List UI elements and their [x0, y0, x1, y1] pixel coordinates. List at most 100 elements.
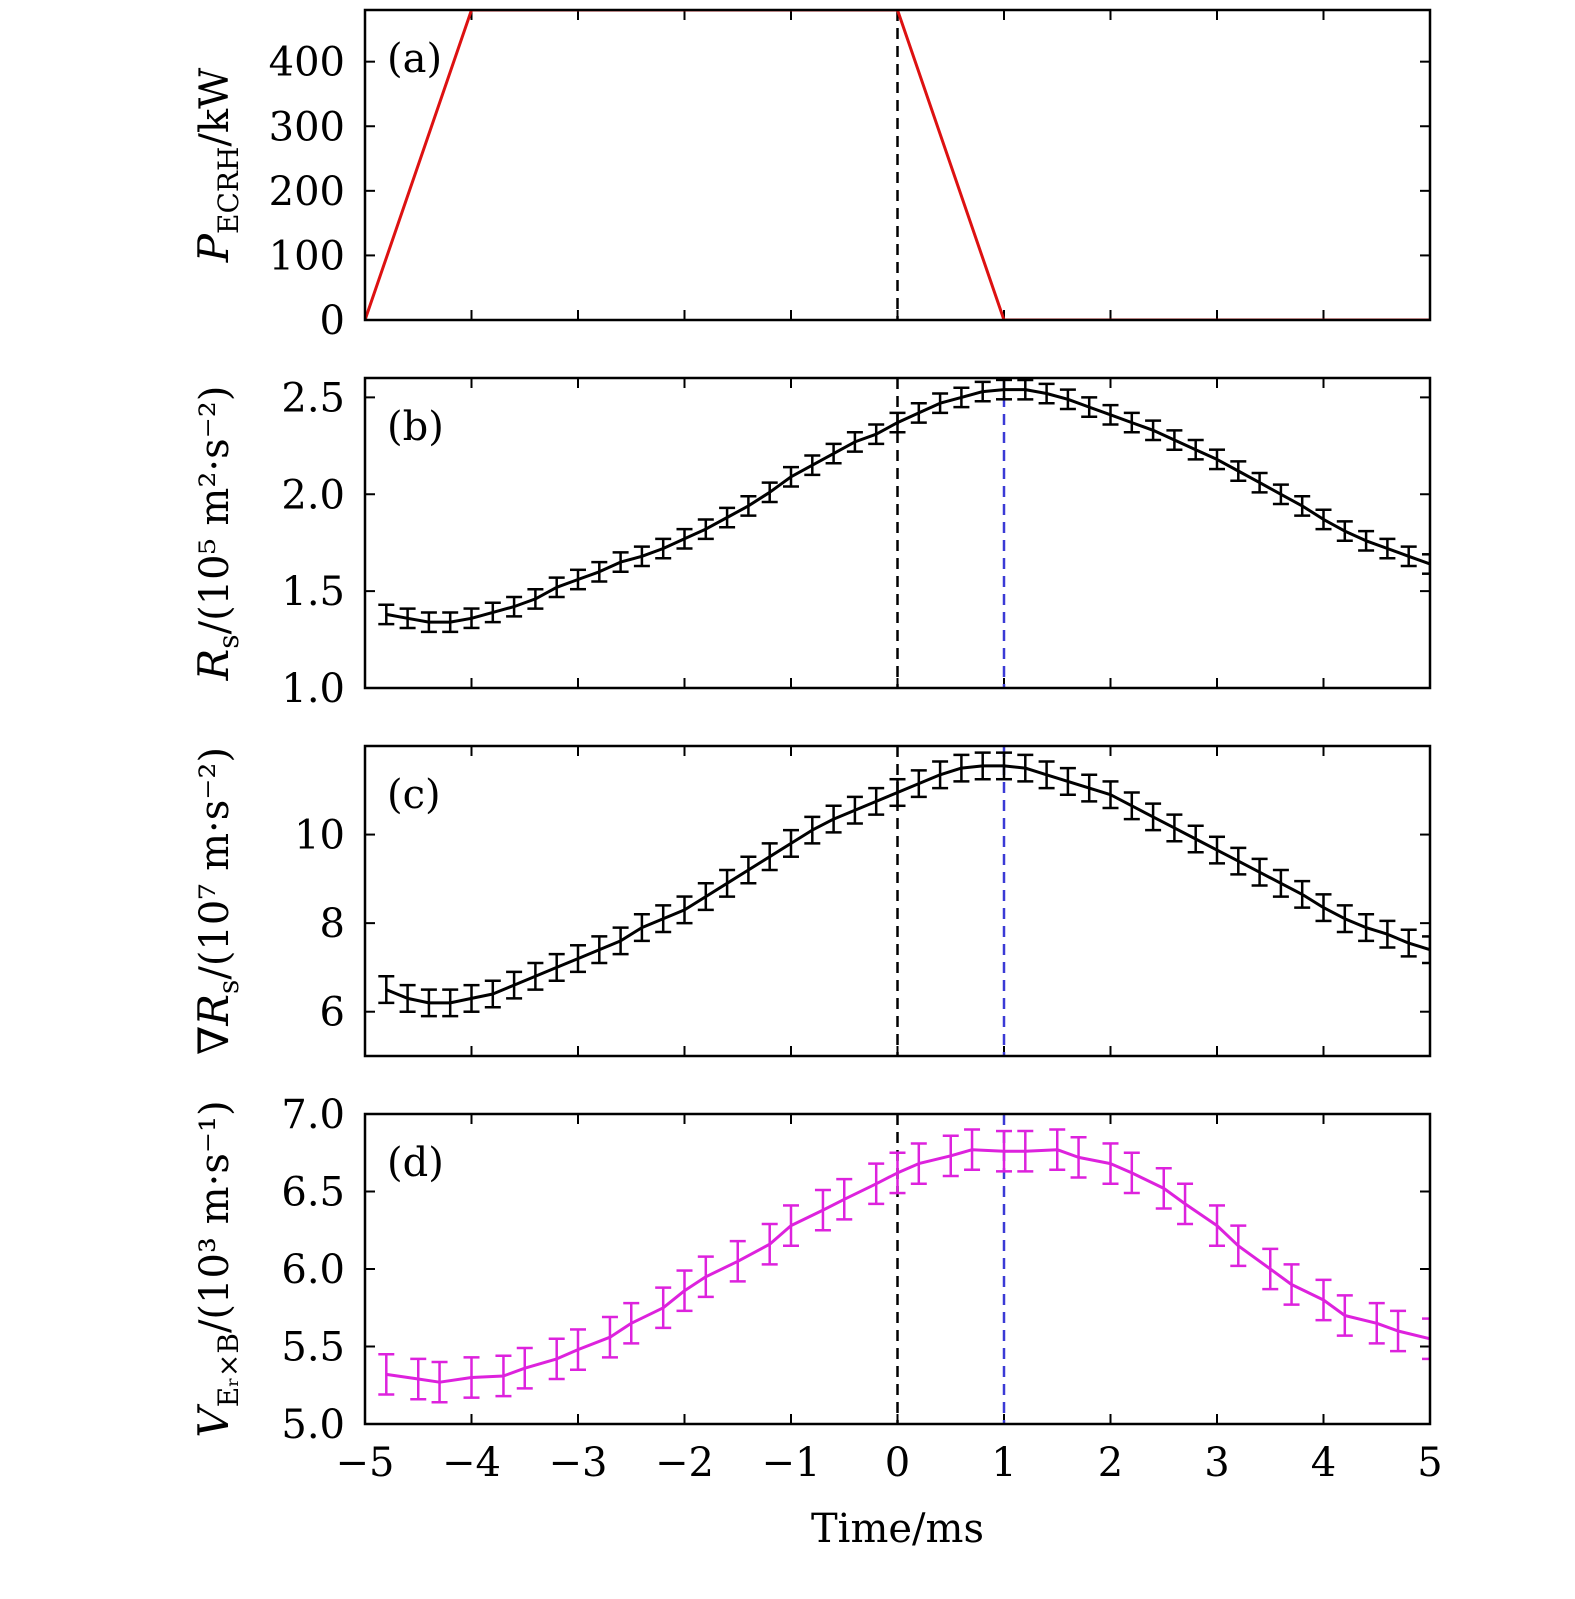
x-tick-label-3: −2: [655, 1440, 714, 1486]
y-tick-label-a-2: 200: [269, 169, 345, 215]
panel-a: 0 100 200 300 400 (a) PECRH/kW: [189, 8, 1432, 344]
errorbar-c-12: [633, 913, 650, 943]
errorbar-c-6: [506, 970, 523, 1000]
errorbar-c-26: [932, 760, 949, 790]
errorbar-c-0: [378, 975, 395, 1005]
errorbar-c-17: [740, 855, 757, 885]
errorbar-c-44: [1315, 893, 1332, 923]
errorbar-d-1: [410, 1357, 427, 1401]
errorbar-d-26: [1070, 1136, 1087, 1179]
errorbar-b-9: [570, 568, 586, 591]
y-axis-label-c: ∇Rs/(10⁷ m·s⁻²): [189, 747, 245, 1055]
errorbar-c-35: [1123, 791, 1140, 821]
errorbar-d-34: [1283, 1263, 1300, 1306]
errorbar-d-35: [1315, 1278, 1332, 1322]
x-tick-label-9: 4: [1311, 1440, 1336, 1486]
errorbar-b-45: [1336, 520, 1353, 542]
errorbar-d-3: [463, 1356, 480, 1399]
panel-label-a: (a): [387, 36, 442, 82]
errorbar-d-4: [495, 1354, 512, 1398]
errorbar-c-20: [804, 815, 821, 845]
y-tick-label-c-0: 6: [320, 990, 345, 1036]
errorbar-d-37: [1368, 1301, 1385, 1345]
errorbar-b-2: [420, 611, 437, 634]
plot-frame-d: [363, 1112, 1432, 1426]
errorbar-b-42: [1272, 483, 1289, 506]
plot-frame-a: [363, 8, 1432, 322]
errorbar-c-19: [783, 828, 799, 858]
errorbar-d-32: [1230, 1224, 1247, 1268]
x-tick-label-6: 1: [991, 1440, 1016, 1486]
errorbar-b-23: [868, 423, 885, 446]
errorbar-d-18: [868, 1162, 885, 1206]
errorbar-c-33: [1081, 773, 1098, 803]
errorbar-c-1: [399, 983, 416, 1013]
errorbar-b-40: [1230, 460, 1247, 482]
errorbar-b-44: [1315, 508, 1332, 531]
errorbar-d-23: [996, 1129, 1012, 1173]
x-tick-label-7: 2: [1098, 1440, 1123, 1486]
x-tick-label-8: 3: [1204, 1440, 1229, 1486]
y-tick-label-b-1: 1.5: [281, 569, 345, 615]
errorbar-b-33: [1081, 396, 1098, 418]
errorbar-b-39: [1209, 448, 1225, 471]
y-axis-label-d: VEᵣ×B/(10³ m·s⁻¹): [189, 1100, 245, 1437]
errorbar-b-47: [1379, 537, 1396, 560]
errorbar-b-26: [932, 392, 949, 415]
errorbar-c-40: [1230, 846, 1247, 876]
errorbar-c-13: [655, 904, 672, 934]
errorbar-c-37: [1166, 813, 1183, 843]
series-line-b: [386, 388, 1430, 624]
errorbar-b-12: [633, 545, 650, 568]
errorbar-c-36: [1145, 802, 1162, 832]
errorbar-d-14: [761, 1222, 778, 1266]
y-tick-label-a-0: 0: [320, 298, 345, 344]
errorbar-c-18: [761, 842, 778, 872]
y-tick-label-b-0: 1.0: [281, 666, 345, 712]
series-line-c: [385, 764, 1430, 1005]
errorbar-b-29: [996, 378, 1012, 401]
errorbar-d-22: [964, 1128, 981, 1172]
errorbar-b-18: [761, 481, 778, 504]
errorbar-c-31: [1038, 760, 1055, 790]
errorbar-c-22: [846, 795, 863, 825]
errorbar-b-17: [740, 494, 757, 517]
errorbar-c-24: [889, 777, 906, 808]
errorbar-b-16: [719, 506, 736, 529]
y-tick-label-d-0: 5.0: [281, 1402, 345, 1448]
errorbar-b-14: [676, 527, 693, 550]
errorbar-c-47: [1379, 919, 1396, 949]
errorbar-c-11: [612, 926, 629, 956]
errorbar-d-17: [836, 1177, 853, 1221]
y-tick-label-b-2: 2.0: [281, 472, 345, 518]
y-tick-label-d-2: 6.0: [281, 1247, 345, 1293]
y-tick-label-a-4: 400: [269, 40, 345, 86]
errorbar-d-33: [1262, 1247, 1279, 1291]
errorbar-d-6: [548, 1337, 565, 1381]
series-line-d: [386, 1148, 1430, 1384]
errorbar-c-27: [953, 753, 970, 783]
errorbar-b-11: [612, 551, 629, 573]
y-tick-label-b-3: 2.5: [281, 375, 345, 421]
panel-b: 1.0 1.5 2.0 2.5 (b) Rs/(10⁵ m²·s⁻²): [189, 375, 1432, 712]
panel-label-d: (d): [387, 1140, 444, 1186]
series-line-a: [365, 10, 1430, 320]
errorbar-b-37: [1166, 429, 1183, 451]
x-tick-label-0: −5: [336, 1440, 395, 1486]
errorbar-b-34: [1102, 403, 1119, 426]
errorbar-d-21: [942, 1134, 959, 1178]
errorbar-c-15: [697, 882, 714, 912]
panel-label-b: (b): [387, 404, 444, 450]
errorbar-b-30: [1017, 378, 1034, 401]
errorbar-c-9: [570, 944, 586, 974]
errorbar-d-2: [431, 1360, 448, 1404]
y-tick-label-c-1: 8: [320, 901, 345, 947]
errorbar-c-49: [1422, 935, 1430, 965]
errorbar-d-25: [1049, 1128, 1066, 1172]
errorbar-c-32: [1059, 766, 1076, 796]
errorbar-d-16: [814, 1188, 831, 1232]
y-tick-label-d-3: 6.5: [281, 1170, 345, 1216]
errorbar-b-22: [846, 431, 863, 453]
